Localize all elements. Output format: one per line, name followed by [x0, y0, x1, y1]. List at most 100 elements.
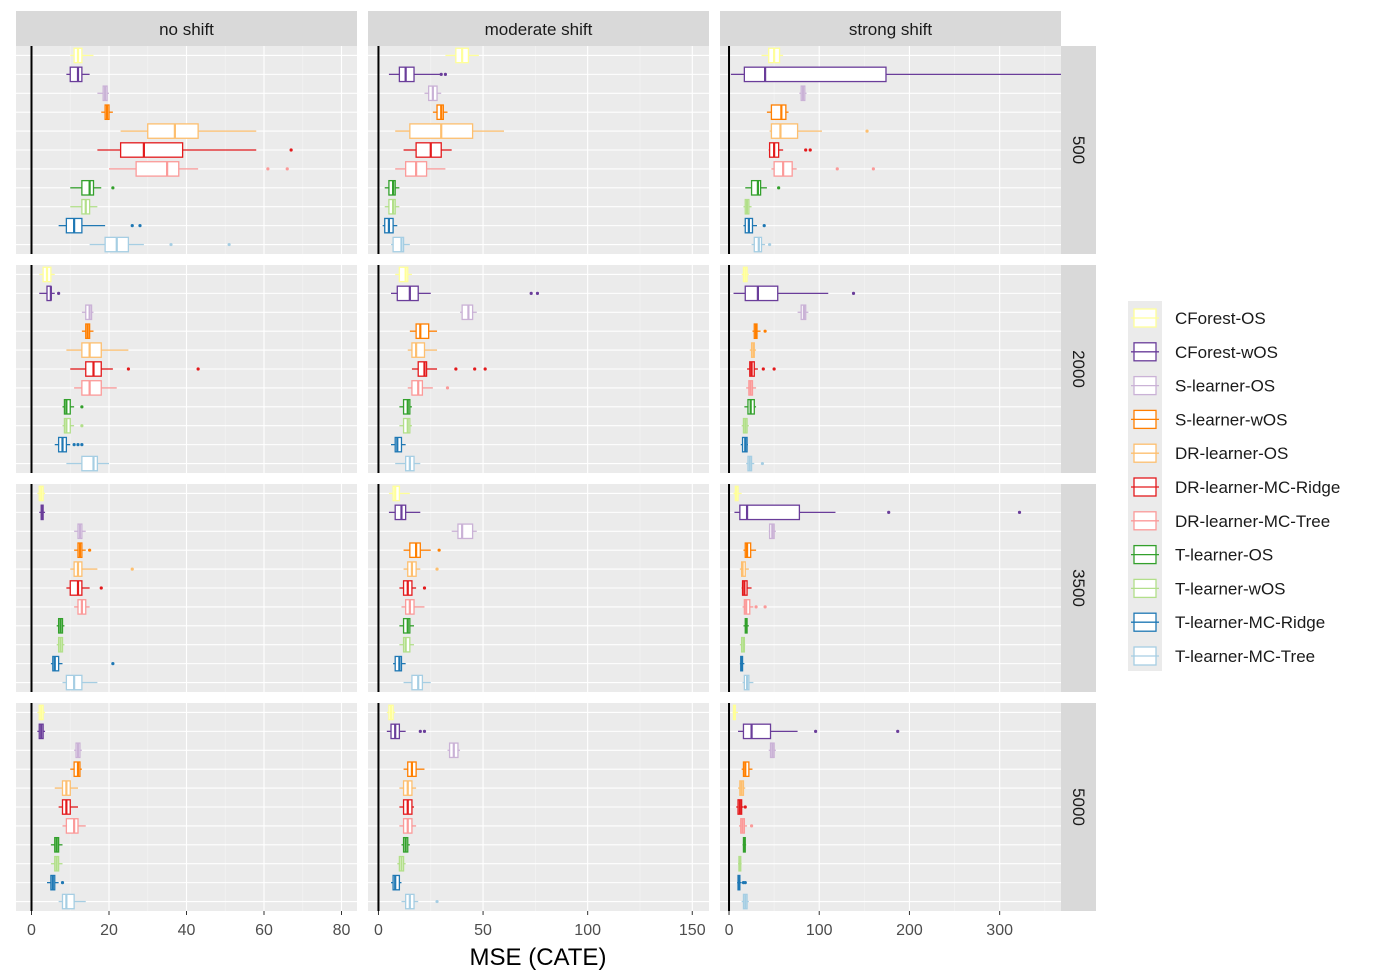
- box: [74, 542, 92, 559]
- box: [388, 485, 410, 502]
- box: [409, 323, 438, 340]
- box-iqr: [81, 342, 102, 358]
- legend-item: T-learner-MC-Ridge: [1131, 612, 1325, 632]
- facet-panel: [368, 703, 709, 911]
- outlier-point: [99, 586, 103, 590]
- x-tick-label: 300: [986, 922, 1013, 939]
- box: [399, 580, 427, 596]
- outlier-point: [169, 242, 173, 247]
- box: [738, 780, 746, 796]
- legend-label: T-learner-MC-Ridge: [1175, 613, 1325, 632]
- facet-panel: [720, 484, 1061, 692]
- box: [424, 85, 442, 102]
- facet-panel: [720, 265, 1061, 473]
- x-tick-label: 0: [725, 922, 734, 939]
- outlier-point: [743, 881, 747, 885]
- box: [50, 836, 63, 853]
- box: [768, 742, 776, 759]
- outlier-point: [865, 129, 869, 133]
- outlier-point: [435, 899, 439, 904]
- box-iqr: [396, 285, 419, 302]
- legend: CForest-OS CForest-wOS S-learner-OS S-learn…: [1128, 301, 1340, 671]
- box: [120, 123, 257, 139]
- outlier-point: [763, 605, 767, 609]
- box: [734, 504, 1022, 521]
- box: [743, 198, 752, 215]
- box-iqr: [770, 104, 787, 121]
- box: [37, 485, 46, 502]
- box-iqr: [147, 123, 199, 139]
- column-strip: [720, 11, 1061, 46]
- outlier-point: [437, 548, 441, 552]
- box: [66, 580, 103, 596]
- box: [89, 236, 231, 253]
- box: [54, 780, 78, 796]
- facet-panel: [16, 484, 357, 692]
- box: [399, 636, 415, 653]
- box: [70, 198, 98, 215]
- box: [746, 455, 764, 472]
- legend-item: DR-learner-MC-Tree: [1131, 511, 1330, 531]
- outlier-point: [111, 186, 115, 190]
- box: [742, 674, 754, 691]
- box: [62, 674, 98, 691]
- outlier-point: [76, 443, 80, 447]
- x-axis-title: MSE (CATE): [470, 944, 607, 971]
- box: [741, 266, 749, 283]
- box: [447, 742, 461, 759]
- legend-label: S-learner-wOS: [1175, 410, 1287, 429]
- box: [445, 47, 479, 64]
- outlier-point: [227, 242, 231, 247]
- outlier-point: [88, 548, 92, 552]
- box: [81, 323, 94, 340]
- outlier-point: [772, 367, 776, 371]
- box: [745, 179, 781, 196]
- outlier-point: [762, 224, 766, 228]
- box: [797, 304, 809, 321]
- box: [70, 179, 115, 196]
- box: [97, 142, 293, 158]
- box: [407, 380, 450, 396]
- box: [39, 266, 55, 283]
- box: [393, 655, 406, 672]
- box: [742, 599, 767, 615]
- legend-label: DR-learner-MC-Tree: [1175, 512, 1330, 531]
- box: [386, 704, 396, 721]
- outlier-point: [483, 367, 487, 371]
- box: [401, 893, 439, 910]
- column-strip: [16, 11, 357, 46]
- facet-panel: [16, 703, 357, 911]
- legend-item: T-learner-MC-Tree: [1131, 646, 1315, 666]
- box: [751, 236, 772, 253]
- facet-panel: [368, 484, 709, 692]
- legend-label: T-learner-MC-Tree: [1175, 647, 1315, 666]
- box: [391, 436, 406, 453]
- box: [401, 599, 425, 615]
- row-strip: [1061, 46, 1096, 254]
- box: [747, 361, 776, 377]
- legend-item: CForest-OS: [1131, 308, 1266, 328]
- box: [732, 704, 739, 721]
- column-strip-label: no shift: [159, 20, 214, 39]
- outlier-point: [454, 367, 458, 371]
- x-tick-label: 100: [806, 922, 833, 939]
- outlier-point: [196, 367, 200, 371]
- box: [384, 198, 400, 215]
- box: [771, 161, 875, 177]
- outlier-point: [72, 443, 76, 447]
- box: [403, 542, 441, 559]
- outlier-point: [80, 424, 84, 428]
- outlier-point: [473, 367, 477, 371]
- box: [386, 723, 427, 740]
- x-tick-label: 80: [333, 922, 351, 939]
- box: [761, 47, 784, 64]
- row-strip-label: 3500: [1069, 569, 1088, 607]
- box-iqr: [69, 66, 83, 83]
- box: [399, 617, 415, 634]
- legend-item: T-learner-wOS: [1131, 578, 1286, 598]
- box: [47, 874, 65, 891]
- outlier-point: [871, 167, 875, 171]
- box: [58, 217, 142, 234]
- box: [56, 636, 65, 653]
- outlier-point: [130, 567, 134, 571]
